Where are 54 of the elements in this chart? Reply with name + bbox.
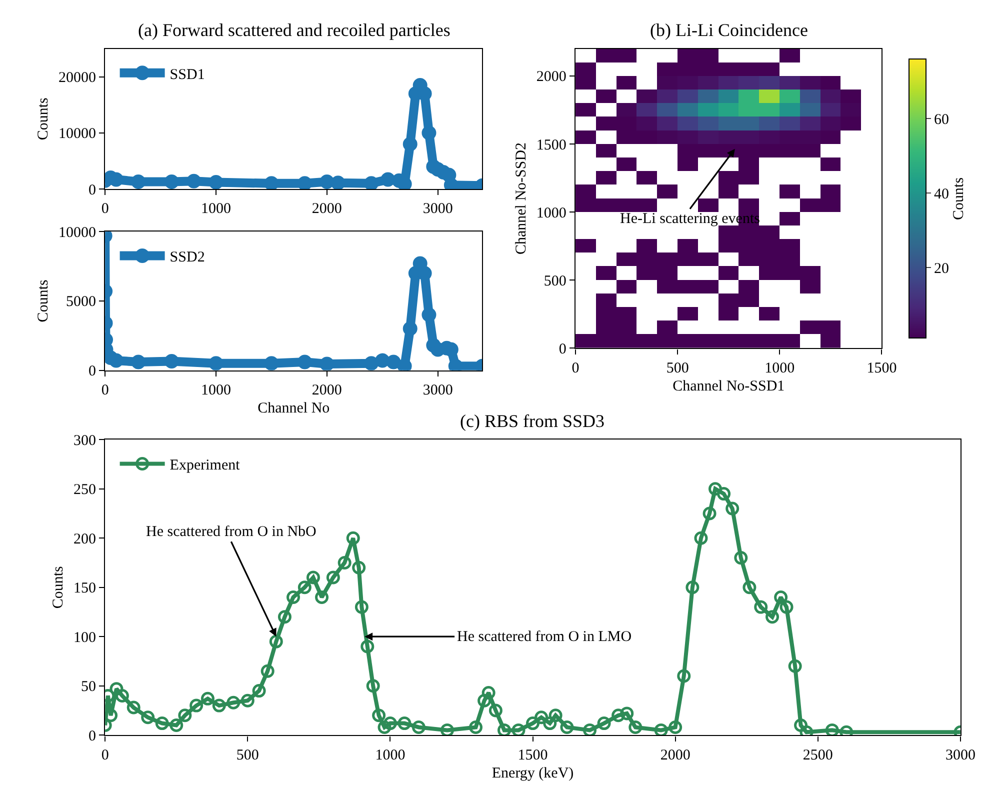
x-tick-label: 500: [236, 747, 259, 764]
color-bar-title: Counts: [951, 177, 967, 220]
y-tick-label: 10000: [58, 126, 96, 142]
x-tick-label: 0: [101, 382, 109, 398]
x-tick-label: 1000: [375, 747, 406, 764]
x-tick-label: 1500: [866, 360, 897, 376]
y-tick-label: 0: [558, 341, 566, 358]
y-tick-label: 300: [73, 432, 96, 449]
y-axis-title: Channel No-SSD2: [514, 142, 530, 255]
y-tick-label: 2000: [536, 69, 566, 86]
x-tick-label: 1000: [764, 360, 795, 376]
color-bar-label: 20: [934, 260, 949, 277]
legend-label: Experiment: [170, 458, 241, 474]
y-tick-label: 200: [73, 531, 96, 548]
x-tick-label: 1000: [201, 382, 232, 398]
y-tick-label: 20000: [58, 70, 96, 86]
x-tick-label: 0: [101, 201, 109, 218]
legend-label: SSD1: [170, 66, 205, 83]
x-tick-label: 2000: [660, 747, 690, 764]
y-tick-label: 500: [544, 273, 566, 290]
x-tick-label: 3000: [422, 382, 453, 398]
y-tick-label: 5000: [66, 294, 96, 310]
x-axis-title: Energy (keV): [492, 765, 574, 782]
x-tick-label: 2000: [312, 382, 342, 398]
y-tick-label: 10000: [58, 224, 96, 241]
x-tick-label: 2000: [312, 201, 342, 218]
chart-title: (c) RBS from SSD3: [460, 411, 605, 431]
y-tick-label: 1500: [536, 137, 566, 154]
x-axis-title: Channel No: [258, 400, 330, 416]
legend-label: SSD2: [170, 250, 205, 266]
y-axis-title: Counts: [36, 97, 52, 140]
x-tick-label: 0: [572, 360, 580, 376]
y-tick-label: 50: [80, 679, 96, 696]
y-tick-label: 250: [73, 482, 96, 498]
x-tick-label: 500: [666, 360, 689, 376]
annotation: He scattered from O in NbO: [146, 524, 317, 540]
y-axis-title: Counts: [50, 566, 67, 609]
x-tick-label: 3000: [422, 201, 453, 218]
y-tick-label: 0: [88, 182, 96, 198]
y-axis-title: Counts: [36, 280, 52, 322]
y-tick-label: 0: [88, 728, 96, 744]
y-tick-label: 100: [73, 630, 96, 646]
chart-title: (a) Forward scattered and recoiled particles: [138, 20, 450, 40]
x-tick-label: 3000: [945, 747, 976, 764]
y-tick-label: 150: [73, 580, 96, 597]
x-tick-label: 1000: [201, 201, 232, 218]
x-tick-label: 0: [101, 747, 109, 764]
color-bar-label: 60: [934, 112, 949, 128]
color-bar-label: 40: [934, 186, 949, 202]
chart-title: (b) Li-Li Coincidence: [650, 20, 808, 40]
annotation: He scattered from O in LMO: [457, 629, 632, 645]
x-tick-label: 2500: [802, 747, 833, 764]
x-tick-label: 1500: [518, 747, 548, 764]
x-axis-title: Channel No-SSD1: [672, 378, 785, 394]
